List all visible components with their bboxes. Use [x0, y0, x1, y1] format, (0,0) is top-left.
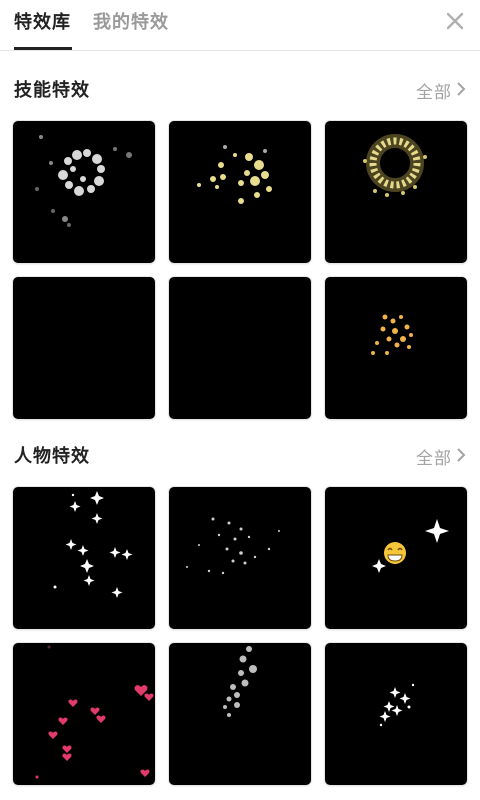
tab-my-effects[interactable]: 我的特效 — [93, 12, 169, 33]
character-effect-thumbnail[interactable] — [169, 487, 311, 629]
skill-effects-all-link[interactable]: 全部 — [416, 83, 452, 103]
close-icon[interactable] — [444, 10, 466, 32]
character-effect-thumbnail[interactable] — [13, 643, 155, 785]
skill-effect-thumbnail[interactable] — [325, 277, 467, 419]
skill-effect-thumbnail[interactable] — [325, 121, 467, 263]
sparkle-ring-preview — [35, 135, 132, 227]
pink-hearts-preview — [35, 645, 154, 779]
gold-stars-preview — [197, 145, 272, 204]
section-title-character-effects: 人物特效 — [14, 446, 90, 467]
skill-effect-thumbnail[interactable] — [169, 121, 311, 263]
chevron-right-icon[interactable] — [454, 82, 468, 96]
tab-effect-library[interactable]: 特效库 — [14, 12, 71, 33]
skill-effect-thumbnail[interactable] — [13, 277, 155, 419]
dust-particles-preview — [186, 517, 280, 575]
white-sparkle-cluster-preview — [379, 683, 415, 727]
chevron-right-icon[interactable] — [454, 448, 468, 462]
character-effects-all-link[interactable]: 全部 — [416, 449, 452, 469]
grey-flakes-preview — [223, 646, 257, 717]
character-effect-thumbnail[interactable] — [169, 643, 311, 785]
skill-effect-thumbnail[interactable] — [169, 277, 311, 419]
golden-ring-preview — [363, 134, 427, 197]
amber-sparks-preview — [371, 314, 413, 355]
character-effect-thumbnail[interactable] — [325, 487, 467, 629]
section-title-skill-effects: 技能特效 — [14, 80, 90, 101]
character-effect-thumbnail[interactable] — [13, 487, 155, 629]
active-tab-indicator — [14, 47, 72, 50]
character-effect-thumbnail[interactable] — [325, 643, 467, 785]
skill-effect-thumbnail[interactable] — [13, 121, 155, 263]
white-sparkles-preview — [53, 491, 133, 598]
top-bar: 特效库 我的特效 — [0, 0, 480, 51]
emoji-sparkle-preview — [372, 519, 449, 573]
